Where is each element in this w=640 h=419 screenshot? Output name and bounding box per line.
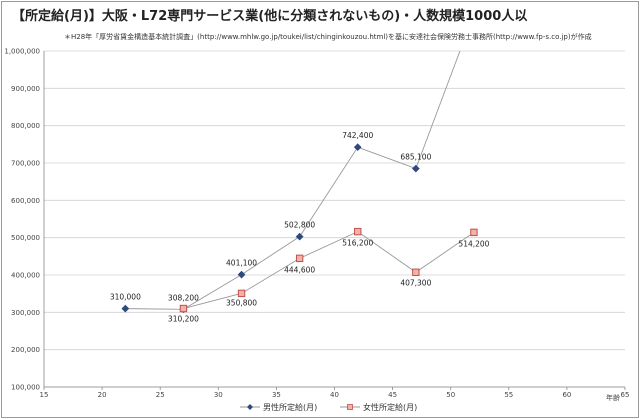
y-tick-label: 800,000: [11, 122, 40, 130]
legend-label: 女性所定給(月): [363, 402, 417, 412]
y-tick-label: 200,000: [11, 346, 40, 354]
series-line-female: [183, 231, 475, 309]
data-point-female: [354, 227, 362, 236]
data-label-female: 350,800: [226, 298, 257, 307]
data-label-male: 310,000: [110, 293, 141, 302]
x-tick-label: 60: [562, 391, 571, 399]
x-tick-label: 25: [156, 391, 165, 399]
chart-subtitle: ＊H28年「厚労省賃金構造基本統計調査」(http://www.mhlw.go.…: [64, 32, 592, 41]
x-tick-label: 20: [98, 391, 107, 399]
x-tick-label: 35: [272, 391, 281, 399]
data-point-female: [470, 228, 478, 237]
y-tick-label: 900,000: [11, 85, 40, 93]
data-label-female: 407,300: [400, 278, 431, 287]
data-label-male: 502,800: [284, 221, 315, 230]
chart-title: 【所定給(月)】大阪・L72専門サービス業(他に分類されないもの)・人数規模10…: [12, 8, 527, 24]
x-tick-label: 65: [621, 391, 630, 399]
data-point-female: [412, 268, 420, 276]
y-tick-label: 1,000,000: [4, 48, 40, 56]
data-label-male: 401,100: [226, 259, 257, 268]
data-label-male: 685,100: [400, 153, 431, 162]
x-tick-label: 55: [504, 391, 513, 399]
x-tick-label: 50: [446, 391, 455, 399]
plot-area: 100,000 200,000 300,000 400,000 500,000 600,0…: [4, 48, 630, 400]
data-point-female: [179, 304, 188, 313]
data-point-male: [295, 232, 304, 241]
data-point-female: [295, 254, 304, 263]
data-label-female: 514,200: [458, 239, 489, 248]
data-point-male: [121, 304, 130, 313]
y-tick-label: 600,000: [11, 197, 40, 205]
data-point-male: [411, 164, 420, 173]
data-point-male: [353, 143, 362, 152]
legend-marker-female: [347, 404, 353, 410]
x-tick-label: 45: [388, 391, 397, 399]
legend: 男性所定給(月) 女性所定給(月): [240, 402, 417, 412]
y-tick-label: 300,000: [11, 309, 40, 317]
y-tick-label: 500,000: [11, 234, 40, 242]
x-axis-label: 年齢: [606, 393, 620, 402]
data-label-female: 310,200: [168, 315, 199, 324]
x-tick-label: 30: [214, 391, 223, 399]
x-tick-label: 40: [330, 391, 339, 399]
data-point-male: [237, 270, 246, 279]
data-point-female: [237, 289, 246, 298]
legend-marker-male: [247, 404, 253, 410]
y-tick-label: 700,000: [11, 160, 40, 168]
legend-label: 男性所定給(月): [263, 402, 317, 412]
data-label-male: 308,200: [168, 293, 199, 302]
y-tick-label: 100,000: [11, 384, 40, 392]
x-tick-label: 15: [40, 391, 49, 399]
y-tick-label: 400,000: [11, 272, 40, 280]
data-label-male: 742,400: [342, 131, 373, 140]
data-label-female: 516,200: [342, 239, 373, 248]
data-label-female: 444,600: [284, 265, 315, 274]
